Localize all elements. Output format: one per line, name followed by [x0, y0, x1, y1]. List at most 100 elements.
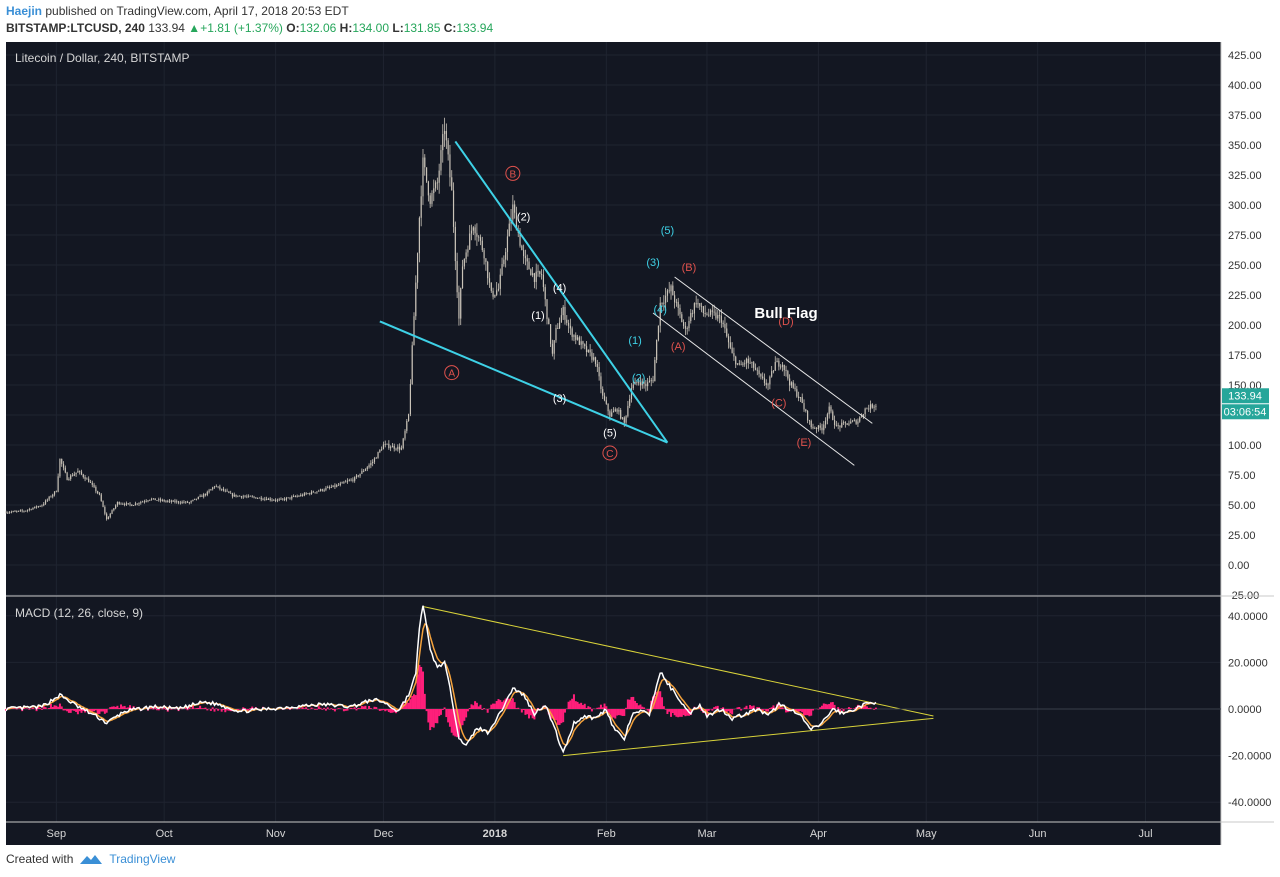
macd-histogram-bar — [438, 709, 441, 717]
macd-histogram-bar — [26, 708, 29, 709]
macd-histogram-bar — [217, 709, 220, 711]
macd-histogram-bar — [359, 708, 362, 709]
macd-histogram-bar — [448, 709, 451, 727]
price-candle-body — [605, 400, 607, 404]
macd-histogram-bar — [599, 704, 602, 709]
price-candle-body — [476, 233, 478, 237]
price-candle-body — [674, 295, 676, 303]
macd-histogram-bar — [404, 705, 407, 709]
macd-histogram-bar — [501, 701, 504, 709]
price-candle-body — [323, 489, 325, 491]
macd-histogram-bar — [111, 706, 114, 709]
price-candle-body — [463, 258, 465, 267]
macd-histogram-bar — [524, 709, 527, 715]
price-candle-body — [368, 465, 370, 468]
macd-histogram-bar — [456, 709, 459, 738]
price-candle-body — [425, 167, 428, 182]
price-candle-body — [68, 478, 70, 481]
publisher-name[interactable]: Haejin — [6, 4, 43, 18]
price-candle-body — [670, 285, 672, 292]
macd-histogram-bar — [513, 702, 516, 709]
price-candle-body — [253, 496, 255, 498]
macd-histogram-bar — [572, 694, 575, 709]
macd-histogram-bar — [563, 709, 566, 713]
tradingview-brand-link[interactable]: TradingView — [109, 852, 176, 866]
price-candle-body — [102, 501, 104, 507]
wave-label: (1) — [628, 335, 641, 347]
price-candle-body — [194, 498, 196, 500]
price-candle-body — [89, 482, 92, 483]
price-candle-body — [490, 282, 492, 291]
macd-histogram-bar — [382, 709, 385, 710]
price-candle-body — [672, 285, 674, 296]
macd-histogram-bar — [321, 709, 324, 710]
macd-tick-label: 20.0000 — [1228, 657, 1268, 669]
macd-histogram-bar — [114, 706, 117, 709]
price-candle-body — [656, 339, 658, 360]
macd-histogram-bar — [831, 702, 834, 709]
macd-histogram-bar — [67, 709, 70, 713]
price-candle-body — [235, 494, 237, 497]
price-candle-body — [25, 510, 27, 512]
macd-histogram-bar — [828, 703, 831, 709]
price-candle-body — [668, 290, 670, 292]
macd-histogram-bar — [492, 703, 495, 709]
macd-histogram-bar — [369, 708, 372, 709]
macd-histogram-bar — [310, 707, 313, 709]
price-candle-body — [763, 378, 766, 383]
macd-histogram-bar — [664, 709, 667, 710]
bull-flag-label: Bull Flag — [754, 305, 817, 322]
price-candle-body — [801, 397, 803, 404]
price-candle-body — [321, 489, 323, 491]
price-candle-body — [758, 370, 760, 375]
price-candle-body — [298, 496, 300, 497]
price-candle-body — [569, 325, 571, 329]
macd-histogram-bar — [466, 709, 469, 712]
price-candle-body — [386, 443, 388, 445]
price-candle-body — [413, 316, 415, 346]
price-candle-body — [278, 499, 280, 501]
price-candle-body — [589, 349, 591, 353]
macd-histogram-bar — [247, 709, 250, 711]
macd-histogram-bar — [684, 709, 687, 717]
macd-histogram-bar — [714, 706, 717, 709]
price-candle-body — [803, 403, 805, 410]
price-candle-body — [682, 322, 685, 326]
macd-histogram-bar — [490, 704, 493, 709]
price-candle-body — [257, 498, 259, 499]
macd-histogram-bar — [517, 707, 520, 709]
macd-tick-label: -20.0000 — [1228, 751, 1271, 763]
price-candle-body — [796, 389, 798, 397]
price-candle-body — [203, 494, 205, 497]
price-tick-label: 50.00 — [1228, 500, 1256, 512]
price-candle-body — [359, 473, 361, 477]
price-candle-body — [824, 420, 827, 425]
trend-lines[interactable] — [379, 140, 934, 757]
price-candle-body — [828, 406, 830, 415]
price-candle-body — [206, 491, 208, 495]
macd-histogram-bar — [375, 707, 378, 709]
macd-histogram-bar — [40, 709, 43, 710]
price-candle-body — [305, 493, 307, 495]
macd-histogram-bar — [804, 709, 807, 716]
price-candle-body — [59, 458, 61, 477]
price-candle-body — [343, 482, 345, 484]
price-candle-body — [616, 409, 618, 412]
price-candle-body — [416, 253, 419, 283]
macd-histogram-bar — [353, 707, 356, 709]
price-candle-body — [472, 227, 474, 231]
price-candle-body — [424, 157, 426, 168]
macd-histogram-bar — [120, 704, 123, 709]
macd-histogram-bar — [330, 708, 333, 709]
macd-histogram-bar — [785, 709, 788, 713]
wave-label: (4) — [654, 304, 667, 316]
macd-histogram-bar — [529, 709, 532, 716]
price-candle-body — [693, 303, 695, 314]
macd-histogram-bar — [745, 705, 748, 709]
last-price-badge — [1222, 388, 1269, 404]
price-candle-body — [875, 405, 877, 407]
macd-histogram-bar — [673, 709, 676, 716]
price-candle-body — [215, 486, 217, 488]
price-candle-body — [161, 500, 163, 501]
